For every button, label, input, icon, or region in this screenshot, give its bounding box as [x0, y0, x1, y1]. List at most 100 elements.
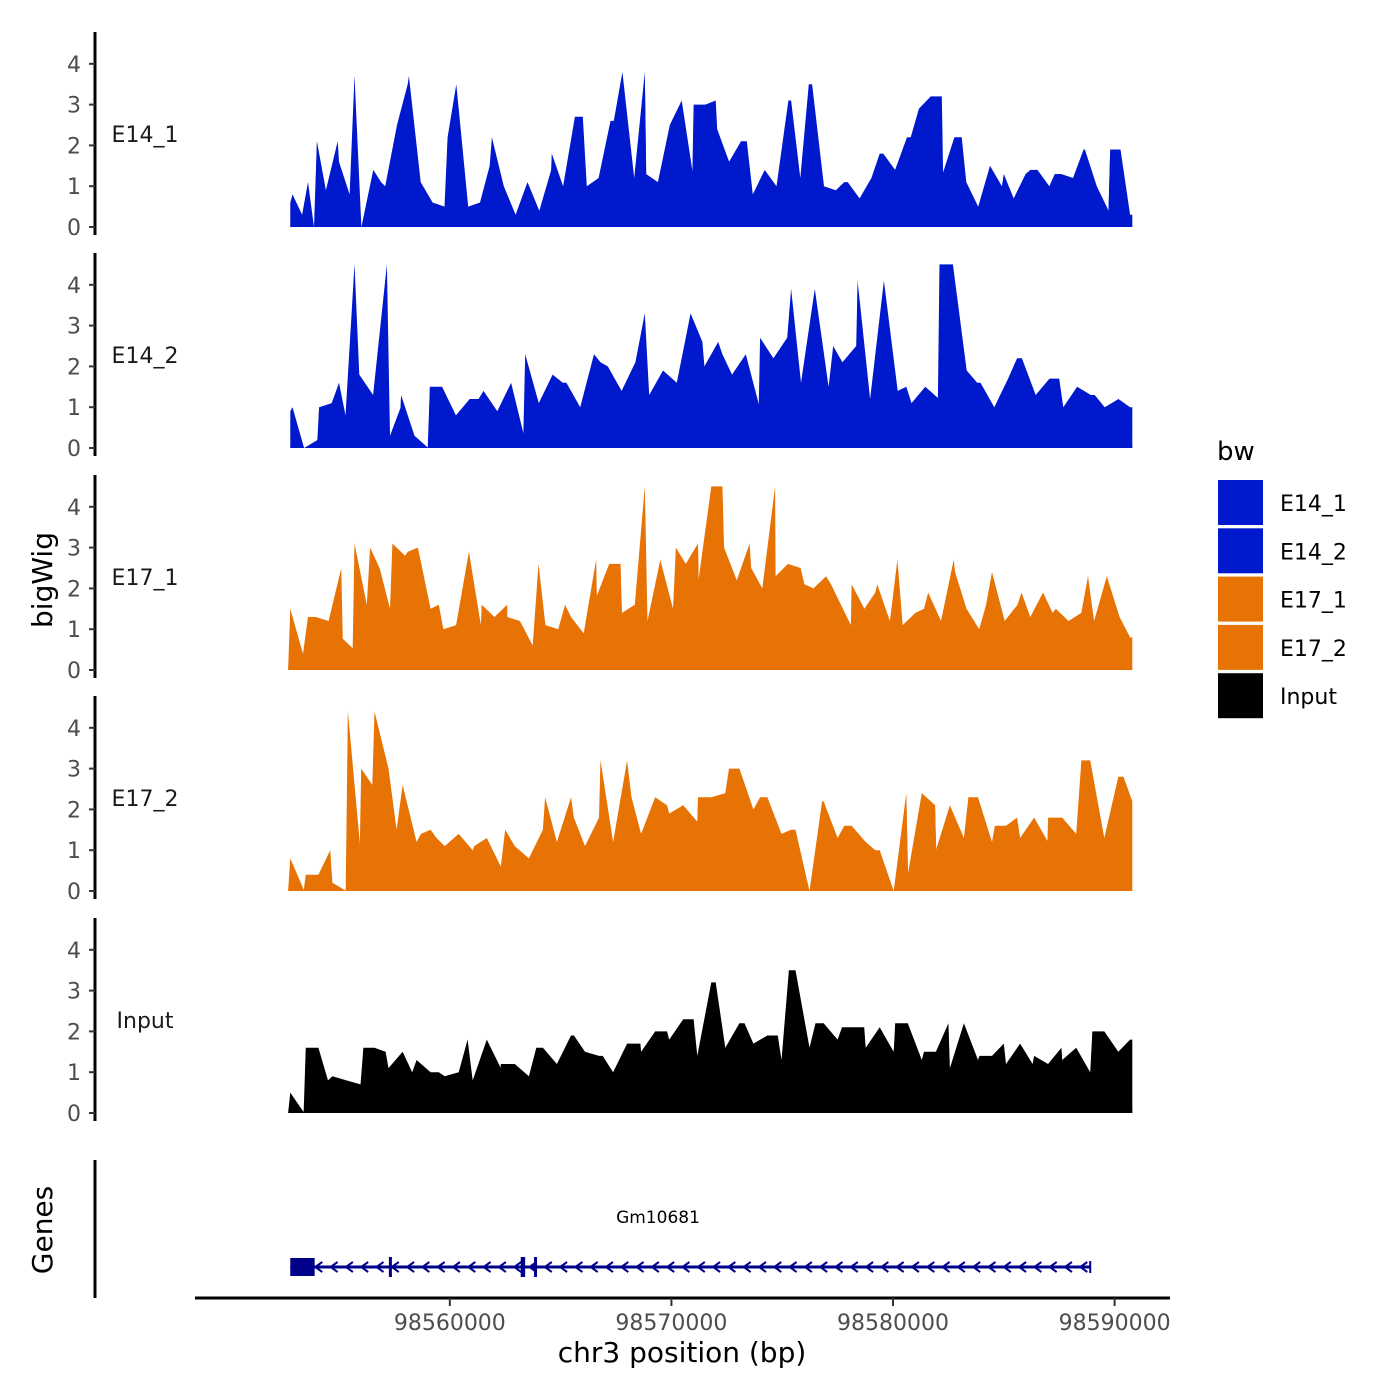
peak-E14_2-1: [316, 407, 322, 448]
peak-E17_1-10: [536, 563, 541, 670]
peak-E17_1-18: [749, 568, 754, 670]
peak-E14_1-9: [549, 153, 554, 227]
gene-exon-2: [388, 1257, 392, 1277]
y-tick-label-E17_2-0: 0: [67, 880, 81, 905]
genes-track: Gm10681: [93, 1160, 1092, 1298]
track-E17_1: 0 1 2 3 4 E17_1: [67, 475, 1133, 684]
peak-E17_1-31: [1127, 637, 1133, 670]
peak-E17_2-17: [726, 768, 732, 891]
area-E17_2: [290, 711, 1133, 891]
peak-E14_2-8: [523, 354, 528, 448]
peak-E14_1-0: [290, 194, 295, 227]
peak-E17_1-27: [983, 604, 989, 670]
gene-strand-chevron: [665, 1261, 675, 1273]
peak-E17_2-11: [542, 797, 548, 891]
peak-E17_2-10: [503, 829, 508, 891]
gene-strand-chevron: [435, 1261, 446, 1273]
peak-E17_2-8: [434, 838, 439, 891]
track-label-E17_1: E17_1: [112, 566, 179, 591]
y-axis-title: bigWig: [26, 532, 59, 628]
y-tick-label-E14_1-2: 2: [67, 134, 81, 159]
peak-E14_2-3: [352, 264, 357, 448]
y-tick-label-E14_2-1: 1: [67, 396, 81, 421]
peak-E14_1-27: [1108, 149, 1113, 227]
legend-swatch-Input: [1218, 673, 1263, 719]
peak-E14_1-23: [1001, 174, 1006, 227]
gene-strand-chevron: [650, 1261, 660, 1273]
y-tick-label-Input-1: 1: [67, 1061, 81, 1086]
gene-strand-chevron: [543, 1261, 553, 1273]
genes-track-title: Genes: [26, 1186, 59, 1274]
peak-E17_2-27: [1014, 817, 1020, 891]
gene-exon-3: [520, 1257, 526, 1277]
gene-strand-chevron: [726, 1261, 736, 1273]
gene-strand-chevron: [405, 1261, 415, 1273]
peak-E17_2-0: [288, 858, 293, 891]
peak-E14_2-5: [398, 395, 404, 448]
y-tick-label-E17_2-4: 4: [67, 717, 81, 742]
gene-strand-chevron: [497, 1261, 507, 1273]
peak-E17_1-11: [562, 604, 568, 670]
legend-label-E17_1: E17_1: [1280, 589, 1347, 614]
track-E14_1: 0 1 2 3 4 E14_1: [67, 32, 1133, 241]
y-tick-label-E14_2-2: 2: [67, 355, 81, 380]
peak-E17_2-1: [303, 874, 308, 891]
gene-strand-chevron: [741, 1261, 752, 1273]
track-label-Input: Input: [117, 1009, 174, 1034]
peak-E17_2-16: [695, 797, 701, 891]
peak-E14_1-17: [806, 84, 811, 227]
peak-E17_2-5: [370, 784, 375, 891]
peak-E17_1-7: [436, 604, 441, 670]
peak-E17_1-24: [895, 559, 900, 670]
peak-Input-8: [498, 1064, 503, 1113]
peak-Input-5: [410, 1072, 415, 1113]
peak-E17_2-7: [418, 833, 424, 891]
peak-Input-7: [465, 1039, 470, 1113]
gene-strand-chevron: [588, 1261, 599, 1273]
peak-E17_2-14: [629, 797, 634, 891]
peak-E17_1-21: [828, 584, 834, 670]
x-tick-label-98570000: 98570000: [615, 1311, 727, 1336]
peak-Input-20: [839, 1027, 845, 1113]
peak-E17_1-23: [873, 592, 878, 670]
peak-E14_1-12: [642, 72, 647, 227]
peak-E14_2-11: [642, 313, 647, 448]
peak-E14_1-19: [877, 153, 882, 227]
peak-E14_1-18: [842, 182, 847, 227]
peak-E14_1-15: [744, 141, 749, 227]
peak-E14_1-28: [1127, 214, 1133, 227]
peak-E17_1-5: [387, 608, 393, 670]
peak-E14_2-0: [290, 407, 295, 448]
peak-E14_1-11: [611, 120, 616, 227]
gene-strand-chevron: [1047, 1261, 1058, 1273]
x-tick-label-98560000: 98560000: [394, 1311, 506, 1336]
legend-label-Input: Input: [1280, 685, 1337, 710]
peak-E14_1-6: [405, 84, 410, 227]
peak-E17_1-29: [1050, 612, 1055, 670]
peak-E14_1-14: [713, 100, 718, 227]
peak-E17_2-28: [1045, 817, 1051, 891]
y-tick-label-E14_2-0: 0: [67, 437, 81, 462]
peak-E14_2-24: [1127, 407, 1133, 448]
peak-E14_1-10: [580, 116, 585, 227]
y-tick-label-Input-3: 3: [67, 980, 81, 1005]
peak-E14_2-15: [788, 288, 794, 448]
peak-E17_1-13: [618, 563, 623, 670]
peak-E14_2-23: [1092, 395, 1097, 448]
peak-E17_1-15: [673, 547, 679, 670]
peak-E14_1-25: [1052, 174, 1057, 227]
gene-strand-chevron: [481, 1261, 492, 1273]
x-axis-title: chr3 position (bp): [558, 1336, 807, 1369]
peak-E17_2-6: [394, 829, 399, 891]
gene-strand-chevron: [634, 1261, 645, 1273]
gene-strand-chevron: [313, 1261, 323, 1273]
peak-Input-1: [303, 1047, 308, 1113]
gene-strand-chevron: [940, 1261, 951, 1273]
legend-swatch-E14_2: [1218, 528, 1263, 574]
peak-E14_1-20: [908, 137, 913, 227]
peak-E14_2-12: [700, 341, 705, 448]
gene-strand-chevron: [787, 1261, 798, 1273]
peak-Input-29: [1090, 1031, 1095, 1113]
y-tick-label-E17_1-2: 2: [67, 577, 81, 602]
